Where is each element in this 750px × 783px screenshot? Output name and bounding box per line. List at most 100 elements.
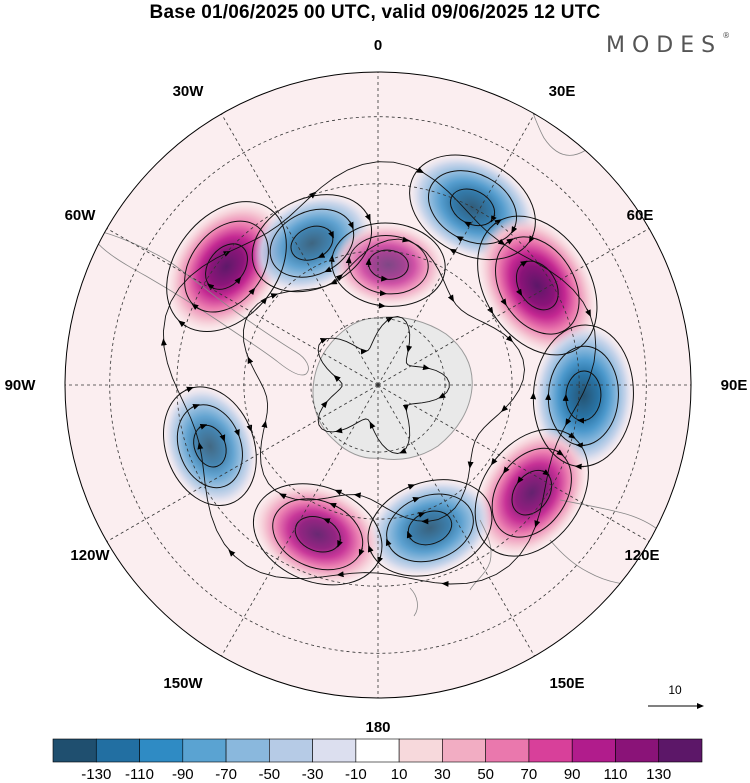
flow-arrow — [447, 294, 455, 302]
colorbar-tick-label: 110 — [603, 766, 628, 783]
longitude-label: 150W — [163, 675, 203, 692]
colorbar-tick-label: -110 — [125, 766, 154, 783]
latitude-circle — [109, 116, 647, 654]
flow-arrow — [385, 316, 394, 323]
antarctica-landmass — [312, 316, 473, 460]
meridian-line — [377, 384, 650, 542]
colorbar-tick-label: -90 — [171, 766, 194, 783]
streamline-loop — [530, 324, 634, 470]
flow-arrow — [197, 442, 204, 450]
flow-arrow — [406, 345, 413, 353]
map-disc — [65, 72, 691, 698]
colorbar-swatch — [139, 738, 184, 763]
latitude-circle — [176, 183, 580, 587]
longitude-label: 60E — [627, 207, 654, 224]
flow-arrow — [335, 427, 343, 434]
flow-arrow — [353, 492, 362, 499]
meridian-line — [221, 113, 379, 386]
colorbar-tick-label: -50 — [258, 766, 281, 783]
new-zealand-coast — [409, 519, 492, 617]
longitude-label: 0 — [374, 37, 382, 54]
anomaly-centre — [477, 216, 597, 355]
longitude-label: 150E — [549, 675, 584, 692]
flow-arrow — [335, 274, 343, 281]
flow-arrow — [505, 335, 514, 343]
anomaly-centre — [163, 386, 257, 506]
streamline-loop — [367, 479, 493, 577]
flow-arrow — [336, 571, 345, 578]
longitude-label: 90E — [721, 377, 748, 394]
colorbar-tick-label: 30 — [434, 766, 451, 783]
flow-arrow — [422, 364, 430, 371]
streamline-loop — [251, 194, 373, 293]
flow-arrow — [585, 308, 591, 317]
flow-arrow — [270, 293, 279, 299]
meridian-line — [106, 384, 379, 542]
colorbar-swatch — [52, 738, 97, 763]
colorbar-swatch — [658, 738, 703, 763]
longitude-label: 90W — [5, 377, 37, 394]
meridian-line — [221, 384, 379, 657]
flow-arrow — [228, 549, 236, 557]
flow-arrow — [279, 493, 287, 500]
colorbar-swatch — [571, 738, 616, 763]
colorbar-swatch — [485, 738, 530, 763]
flow-arrow — [333, 375, 341, 382]
reference-vector: 10 — [648, 683, 704, 709]
logo-text: MODES — [606, 33, 723, 58]
meridian-line — [377, 113, 535, 386]
colorbar-swatch — [95, 738, 140, 763]
modes-logo: MODES® — [606, 31, 731, 58]
longitude-label: 180 — [365, 719, 390, 736]
colorbar-tick-label: 130 — [646, 766, 672, 783]
flow-arrow — [438, 392, 446, 399]
map-title: Base 01/06/2025 00 UTC, valid 09/06/2025… — [149, 2, 601, 23]
flow-arrow — [497, 238, 506, 246]
colorbar-tick-label: -130 — [81, 766, 112, 783]
flow-arrow — [467, 461, 474, 469]
flow-arrow — [501, 404, 509, 412]
flow-arrow — [565, 418, 572, 426]
streamline-loop — [163, 386, 257, 506]
flow-arrow — [261, 420, 268, 428]
colorbar-swatch — [225, 738, 270, 763]
meridian-line — [106, 228, 379, 386]
colorbar-swatch — [528, 738, 573, 763]
colorbar-tick-label: 70 — [520, 766, 538, 783]
colorbar-tick-label: -30 — [301, 766, 324, 783]
reference-vector-label: 10 — [668, 683, 682, 697]
longitude-label: 120E — [624, 547, 659, 564]
flow-arrow — [534, 519, 541, 528]
colorbar-tick-label: 90 — [563, 766, 581, 783]
streamline-loop — [328, 222, 446, 309]
colorbar-tick-label: 50 — [477, 766, 495, 783]
flow-arrow — [308, 191, 317, 199]
flow-arrow — [247, 356, 254, 365]
meridian-line — [377, 228, 650, 386]
graticule — [65, 72, 691, 698]
map-border — [64, 71, 692, 699]
anomaly-centre — [253, 483, 382, 585]
anomaly-centre — [475, 429, 589, 557]
colorbar-tick-label: -10 — [345, 766, 367, 783]
colorbar-swatch — [312, 738, 357, 763]
registered-mark: ® — [722, 31, 731, 40]
flow-arrow — [415, 167, 425, 174]
flow-arrow — [319, 338, 328, 344]
anomaly-centre — [166, 201, 287, 332]
colorbar-swatch — [615, 738, 660, 763]
streamline-wave — [242, 238, 525, 522]
longitude-label: 30W — [173, 83, 205, 100]
streamline-loop — [409, 154, 536, 261]
longitude-labels: 0 30E 60E 90E 120E 150E 180 150W 120W 90W 60W 30W — [5, 37, 748, 736]
longitude-label: 30E — [549, 83, 576, 100]
colorbar-swatch — [398, 738, 443, 763]
colorbar-tick-label: -70 — [215, 766, 237, 783]
colorbar — [52, 738, 703, 763]
flow-arrow — [369, 421, 376, 430]
colorbar-swatch — [355, 738, 400, 763]
anomaly-centre — [368, 479, 492, 577]
longitude-label: 60W — [65, 207, 97, 224]
colorbar-swatch — [269, 738, 313, 763]
